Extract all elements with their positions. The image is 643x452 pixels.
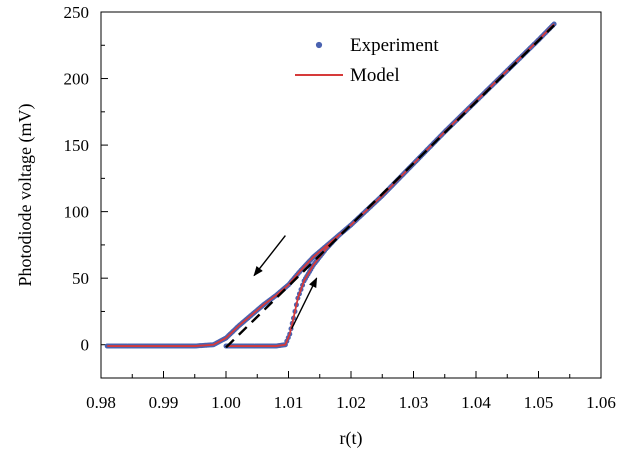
x-tick-label: 0.98 bbox=[86, 393, 116, 412]
y-tick-label: 250 bbox=[64, 3, 90, 22]
sweep-direction-arrow bbox=[253, 235, 286, 277]
y-tick-label: 0 bbox=[81, 336, 90, 355]
series-layer bbox=[104, 21, 557, 349]
x-tick-label: 0.99 bbox=[149, 393, 179, 412]
legend-label-experiment: Experiment bbox=[350, 35, 439, 56]
x-tick-label: 1.06 bbox=[586, 393, 616, 412]
y-tick-label: 50 bbox=[72, 269, 89, 288]
y-tick-label: 150 bbox=[64, 136, 90, 155]
x-tick-labels: 0.98 0.99 1.00 1.01 1.02 1.03 1.04 1.05 1.06 bbox=[86, 393, 616, 412]
arrows-layer bbox=[253, 235, 318, 330]
model-curve bbox=[107, 23, 555, 347]
legend-label-model: Model bbox=[350, 65, 400, 86]
legend: Experiment Model bbox=[295, 35, 439, 86]
y-tick-label: 100 bbox=[64, 203, 90, 222]
y-axis-label: Photodiode voltage (mV) bbox=[15, 104, 36, 287]
x-tick-label: 1.02 bbox=[336, 393, 366, 412]
model-curve bbox=[226, 234, 340, 347]
x-tick-label: 1.03 bbox=[399, 393, 429, 412]
x-tick-label: 1.05 bbox=[524, 393, 554, 412]
linear-asymptote-line bbox=[225, 24, 555, 349]
legend-marker-experiment bbox=[315, 41, 323, 49]
axis-ticks bbox=[100, 11, 602, 379]
x-tick-label: 1.01 bbox=[274, 393, 304, 412]
x-tick-label: 1.04 bbox=[461, 393, 491, 412]
y-tick-label: 200 bbox=[64, 70, 90, 89]
x-axis-label: r(t) bbox=[340, 428, 363, 449]
sweep-direction-arrow bbox=[290, 277, 318, 330]
x-tick-label: 1.00 bbox=[211, 393, 241, 412]
y-tick-labels: 0 50 100 150 200 250 bbox=[64, 3, 90, 355]
